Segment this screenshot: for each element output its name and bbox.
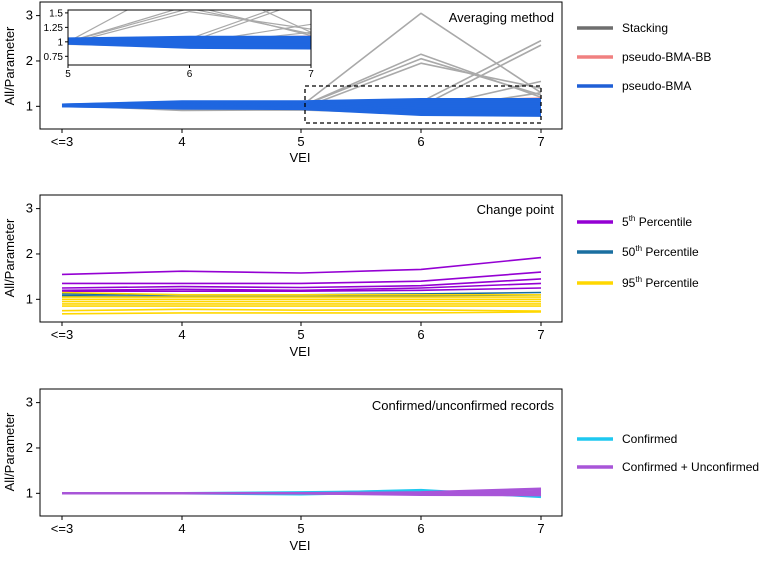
y-tick-label: 1 bbox=[26, 485, 33, 500]
axes: <=3 4 5 6 7 1 2 3 bbox=[26, 395, 545, 536]
series-line-95th-percentile bbox=[61, 291, 541, 296]
panel-title: Confirmed/unconfirmed records bbox=[372, 398, 555, 413]
y-tick-label: 2 bbox=[26, 53, 33, 68]
inset-plot: 5 6 7 0.75 1 1.25 1.5 bbox=[44, 8, 315, 80]
y-tick-label: 1 bbox=[26, 291, 33, 306]
x-tick-label: <=3 bbox=[51, 134, 73, 149]
x-tick-label: 7 bbox=[537, 134, 544, 149]
panel-title: Change point bbox=[477, 202, 555, 217]
x-tick-label: 7 bbox=[537, 521, 544, 536]
x-axis-label: VEI bbox=[290, 538, 311, 553]
x-tick-label: <=3 bbox=[51, 521, 73, 536]
panel-title: Averaging method bbox=[449, 10, 554, 25]
x-tick-label: 5 bbox=[297, 521, 304, 536]
y-tick-label: 1 bbox=[26, 98, 33, 113]
inset-lines bbox=[68, 10, 311, 50]
inset-x-tick-label: 6 bbox=[187, 69, 193, 80]
x-tick-label: 7 bbox=[537, 327, 544, 342]
legend-label: Confirmed bbox=[622, 432, 677, 446]
y-axis-label: All/Parameter bbox=[2, 412, 17, 491]
x-tick-label: 6 bbox=[417, 327, 424, 342]
series-line-5th-percentile bbox=[61, 278, 542, 289]
inset-x-tick-label: 7 bbox=[308, 69, 314, 80]
zoom-box bbox=[304, 85, 542, 124]
series-line-confirmed-unconfirmed bbox=[62, 492, 542, 497]
series-lines bbox=[61, 12, 542, 117]
legend-label: pseudo-BMA bbox=[622, 79, 691, 93]
panel-change-point: <=3 4 5 6 7 1 2 3 Change point VEI All/Paramete… bbox=[2, 194, 563, 359]
x-tick-label: 5 bbox=[297, 327, 304, 342]
inset-y-tick-label: 1.25 bbox=[44, 23, 64, 34]
legend-label: 95th Percentile bbox=[622, 275, 699, 290]
inset-x-tick-label: 5 bbox=[65, 69, 71, 80]
y-tick-label: 2 bbox=[26, 440, 33, 455]
legend-label: 5th Percentile bbox=[622, 214, 692, 229]
x-tick-label: 6 bbox=[417, 521, 424, 536]
inset-series-line-stacking bbox=[68, 10, 311, 44]
legend-label: Confirmed + Unconfirmed bbox=[622, 460, 759, 474]
x-tick-label: 4 bbox=[178, 327, 185, 342]
axes: <=3 4 5 6 7 1 2 3 bbox=[26, 8, 545, 149]
panel-confirmed-unconfirmed: <=3 4 5 6 7 1 2 3 Confirmed/unconfirmed records… bbox=[2, 388, 563, 553]
x-tick-label: 6 bbox=[417, 134, 424, 149]
series-line-pseudo-bma bbox=[61, 104, 542, 117]
inset-axes: 5 6 7 0.75 1 1.25 1.5 bbox=[44, 8, 315, 80]
x-axis-label: VEI bbox=[290, 150, 311, 165]
y-tick-label: 3 bbox=[26, 201, 33, 216]
axes: <=3 4 5 6 7 1 2 3 bbox=[26, 201, 545, 342]
x-tick-label: 4 bbox=[178, 521, 185, 536]
panel-averaging-method: <=3 4 5 6 7 1 2 3 Averaging method VEI All/Para… bbox=[2, 1, 563, 165]
y-axis-label: All/Parameter bbox=[2, 218, 17, 297]
y-tick-label: 3 bbox=[26, 395, 33, 410]
series-line-5th-percentile bbox=[61, 256, 542, 276]
legend-label: Stacking bbox=[622, 21, 668, 35]
legend-confirmed: Confirmed Confirmed + Unconfirmed bbox=[577, 432, 759, 474]
series-line-95th-percentile bbox=[61, 308, 542, 312]
x-tick-label: 5 bbox=[297, 134, 304, 149]
y-tick-label: 3 bbox=[26, 8, 33, 23]
series-line-95th-percentile bbox=[61, 311, 542, 315]
series-line-5th-percentile bbox=[62, 287, 542, 293]
series-lines bbox=[62, 487, 542, 499]
inset-y-tick-label: 0.75 bbox=[44, 52, 64, 63]
legend-averaging-method: Stacking pseudo-BMA-BB pseudo-BMA bbox=[577, 21, 711, 93]
x-tick-label: 4 bbox=[178, 134, 185, 149]
y-axis-label: All/Parameter bbox=[2, 26, 17, 105]
legend-label: 50th Percentile bbox=[622, 244, 699, 259]
series-line-5th-percentile bbox=[61, 282, 542, 292]
inset-series-line-stacking bbox=[68, 10, 311, 43]
series-line-5th-percentile bbox=[62, 271, 542, 285]
inset-y-tick-label: 1 bbox=[57, 37, 63, 48]
series-lines bbox=[61, 256, 542, 315]
inset-y-tick-label: 1.5 bbox=[49, 8, 63, 19]
y-tick-label: 2 bbox=[26, 246, 33, 261]
x-axis-label: VEI bbox=[290, 344, 311, 359]
x-tick-label: <=3 bbox=[51, 327, 73, 342]
legend-change-point: 5th Percentile 50th Percentile 95th Percen… bbox=[577, 214, 699, 290]
inset-series-line-pseudo-bma bbox=[68, 42, 311, 50]
legend-label: pseudo-BMA-BB bbox=[622, 50, 711, 64]
